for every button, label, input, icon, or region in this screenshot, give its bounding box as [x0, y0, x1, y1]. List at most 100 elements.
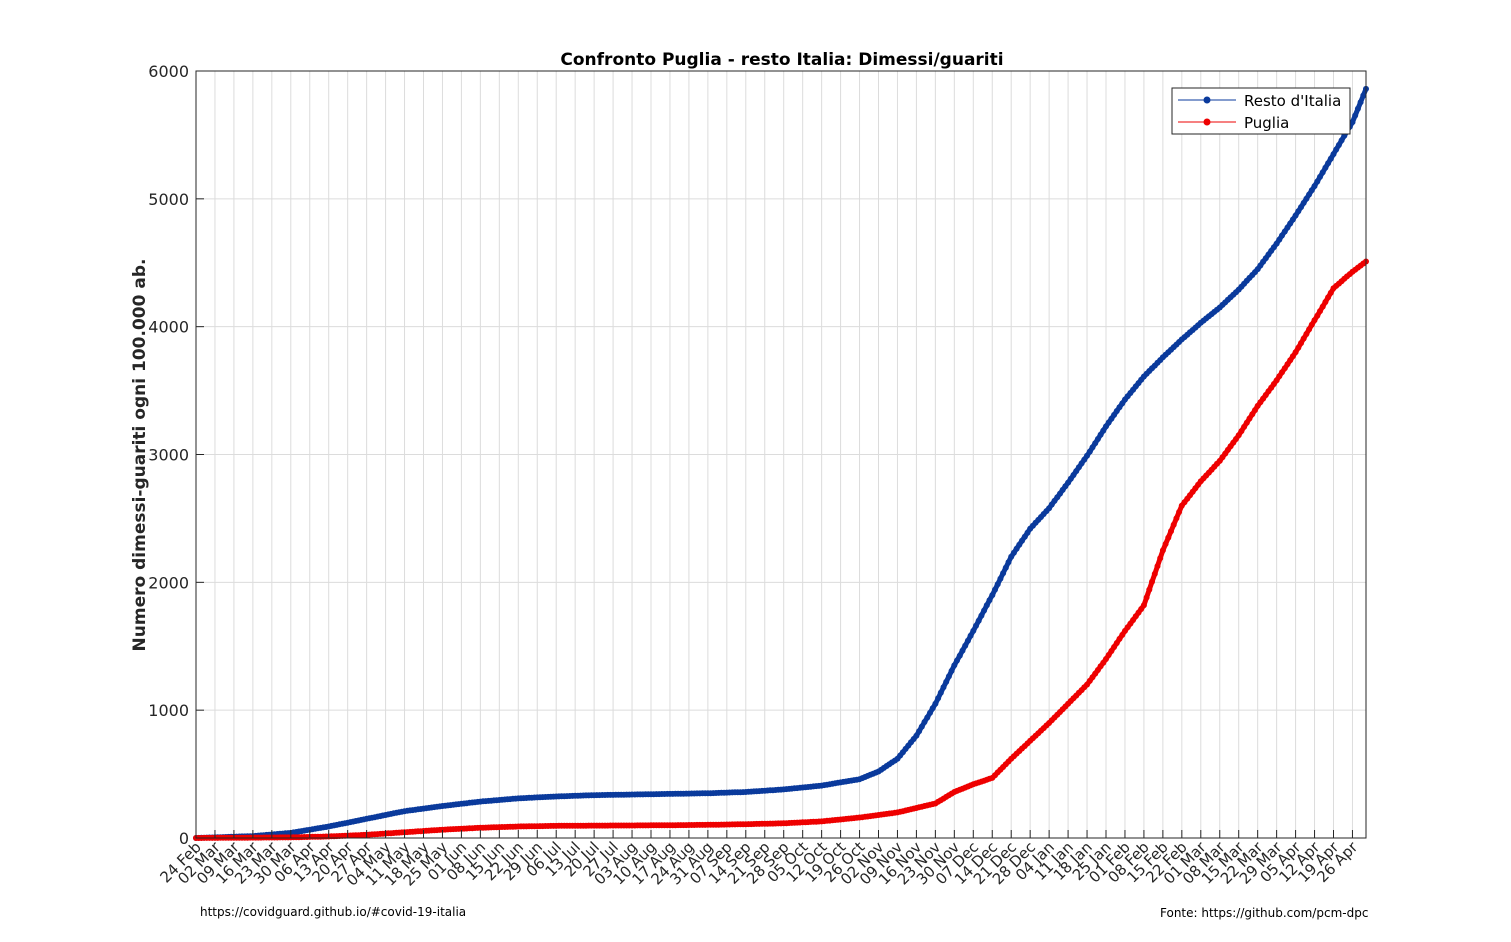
- data-point-puglia: [1146, 586, 1153, 593]
- data-point-resto-d-italia: [983, 602, 990, 609]
- data-point-puglia: [1165, 534, 1172, 541]
- series-puglia: [193, 258, 1369, 841]
- data-point-resto-d-italia: [992, 586, 998, 593]
- data-point-puglia: [1317, 308, 1323, 315]
- legend-box: [1171, 87, 1351, 135]
- data-point-puglia: [1298, 340, 1304, 347]
- data-point-resto-d-italia: [1002, 564, 1009, 571]
- chart-title: Confronto Puglia - resto Italia: Dimessi…: [560, 50, 1003, 70]
- data-point-puglia: [1292, 349, 1299, 356]
- y-tick-label: 4000: [148, 318, 189, 337]
- data-point-resto-d-italia: [1335, 142, 1342, 148]
- grid-lines: [195, 70, 1366, 839]
- data-point-resto-d-italia: [1327, 155, 1334, 162]
- data-point-puglia: [1327, 289, 1334, 296]
- data-point-puglia: [1306, 326, 1313, 333]
- footer-source: Fonte: https://github.com/pcm-dpc: [1160, 906, 1369, 920]
- data-point-puglia: [1322, 299, 1329, 305]
- data-point-resto-d-italia: [935, 695, 942, 702]
- data-point-resto-d-italia: [1325, 160, 1332, 167]
- data-point-puglia: [1162, 541, 1169, 547]
- data-point-resto-d-italia: [994, 581, 1001, 588]
- data-point-puglia: [1176, 509, 1183, 515]
- data-point-resto-d-italia: [1352, 112, 1359, 119]
- y-axis-ticks: 0 1000 2000 3000 4000 5000 6000: [148, 62, 204, 848]
- data-point-resto-d-italia: [932, 700, 939, 707]
- data-point-puglia: [1314, 312, 1321, 319]
- footer-url: https://covidguard.github.io/#covid-19-i…: [200, 905, 467, 919]
- data-point-puglia: [1173, 515, 1180, 522]
- legend: Resto d'Italia Puglia: [1171, 87, 1351, 135]
- data-point-puglia: [1140, 602, 1147, 609]
- series-line-puglia: [196, 259, 1368, 841]
- data-point-resto-d-italia: [962, 642, 969, 649]
- data-point-resto-d-italia: [989, 592, 996, 599]
- series-resto-d-italia: [193, 85, 1369, 841]
- data-point-resto-d-italia: [945, 673, 952, 680]
- data-point-resto-d-italia: [929, 705, 936, 712]
- data-point-puglia: [1311, 317, 1318, 324]
- data-point-resto-d-italia: [967, 632, 974, 639]
- data-point-resto-d-italia: [964, 637, 971, 644]
- y-tick-label: 5000: [148, 190, 189, 209]
- legend-marker-resto-italia: [1203, 96, 1211, 104]
- y-tick-label: 0: [179, 829, 189, 848]
- data-point-puglia: [1303, 331, 1310, 337]
- data-point-resto-d-italia: [948, 667, 955, 674]
- data-point-resto-d-italia: [1349, 119, 1356, 126]
- data-point-resto-d-italia: [940, 684, 947, 691]
- data-point-resto-d-italia: [959, 647, 966, 654]
- data-point-resto-d-italia: [970, 627, 977, 634]
- data-point-resto-d-italia: [997, 575, 1004, 582]
- data-point-resto-d-italia: [954, 657, 960, 664]
- data-point-resto-d-italia: [943, 678, 950, 685]
- y-tick-label: 3000: [148, 446, 189, 465]
- data-point-resto-d-italia: [1005, 559, 1012, 566]
- data-point-puglia: [1154, 563, 1161, 570]
- data-point-resto-d-italia: [986, 597, 993, 604]
- data-point-puglia: [1159, 547, 1166, 554]
- data-point-resto-d-italia: [1314, 178, 1321, 185]
- data-point-resto-d-italia: [981, 607, 988, 614]
- data-point-resto-d-italia: [978, 612, 985, 619]
- data-point-puglia: [1143, 594, 1150, 601]
- data-point-puglia: [1157, 555, 1164, 562]
- data-point-puglia: [1300, 335, 1307, 342]
- data-point-puglia: [1170, 521, 1177, 528]
- data-point-resto-d-italia: [1317, 173, 1323, 180]
- data-point-resto-d-italia: [916, 728, 923, 735]
- data-point-puglia: [1295, 344, 1302, 351]
- data-point-resto-d-italia: [1322, 164, 1329, 171]
- data-point-resto-d-italia: [1338, 137, 1345, 144]
- y-tick-label: 6000: [148, 62, 189, 81]
- data-point-resto-d-italia: [927, 709, 933, 716]
- data-point-puglia: [1151, 570, 1158, 577]
- legend-label-puglia: Puglia: [1244, 114, 1289, 132]
- y-tick-label: 1000: [148, 701, 189, 720]
- data-point-resto-d-italia: [921, 719, 928, 725]
- data-point-resto-d-italia: [924, 714, 931, 721]
- data-point-resto-d-italia: [1360, 92, 1367, 99]
- legend-item-resto-italia: Resto d'Italia: [1178, 92, 1341, 110]
- data-point-resto-d-italia: [1000, 570, 1007, 577]
- data-point-resto-d-italia: [918, 723, 925, 730]
- data-point-puglia: [1319, 303, 1326, 310]
- series-line-resto-d-italia: [195, 87, 1369, 841]
- data-point-puglia: [1308, 321, 1315, 328]
- legend-item-puglia: Puglia: [1178, 114, 1289, 132]
- data-point-puglia: [1168, 528, 1174, 535]
- data-point-resto-d-italia: [973, 622, 979, 629]
- data-point-puglia: [1325, 294, 1332, 301]
- legend-label-resto-italia: Resto d'Italia: [1244, 92, 1341, 110]
- data-point-resto-d-italia: [913, 732, 920, 739]
- data-point-resto-d-italia: [1333, 146, 1340, 153]
- data-point-resto-d-italia: [1319, 169, 1326, 176]
- data-point-resto-d-italia: [1311, 183, 1318, 190]
- y-axis-label: Numero dimessi-guariti ogni 100.000 ab.: [130, 259, 150, 652]
- data-point-puglia: [1149, 578, 1155, 585]
- data-point-resto-d-italia: [951, 662, 958, 669]
- data-point-resto-d-italia: [1357, 99, 1364, 106]
- data-point-resto-d-italia: [956, 652, 963, 659]
